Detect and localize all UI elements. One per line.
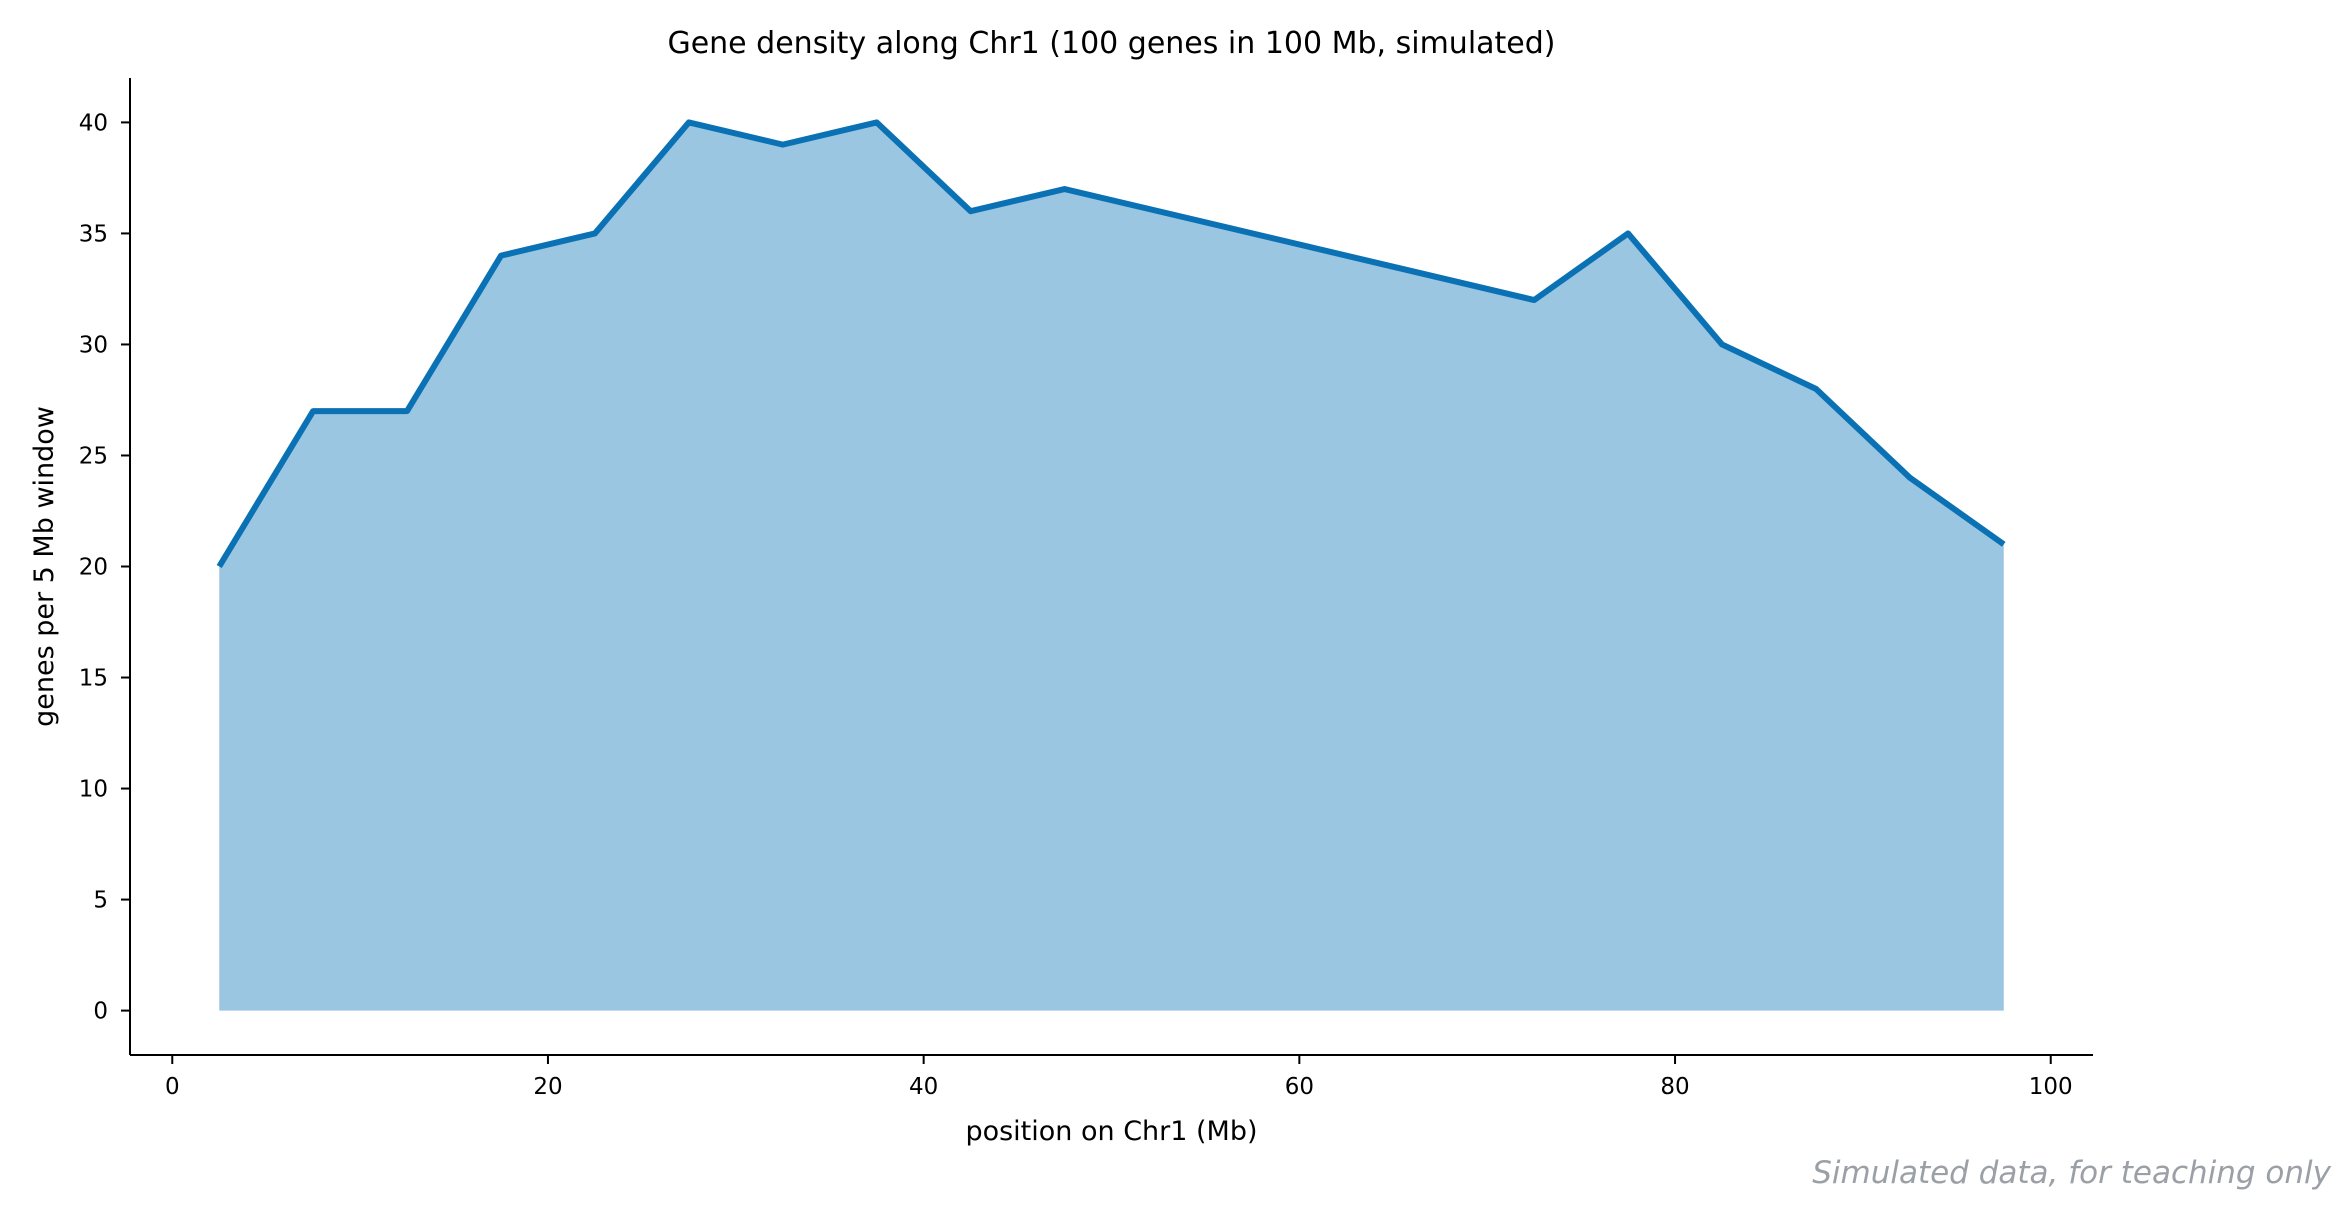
data-point-8 xyxy=(968,208,974,214)
chart-title: Gene density along Chr1 (100 genes in 10… xyxy=(667,26,1555,61)
y-tick-label-5: 25 xyxy=(79,443,108,469)
y-tick-label-1: 5 xyxy=(93,888,108,914)
y-tick-label-4: 20 xyxy=(79,555,108,581)
data-point-7 xyxy=(874,119,880,125)
x-tick-label-4: 80 xyxy=(1660,1074,1689,1100)
data-point-4 xyxy=(592,230,598,236)
data-point-1 xyxy=(310,408,316,414)
data-point-3 xyxy=(498,253,504,259)
data-point-11 xyxy=(1625,230,1631,236)
data-point-15 xyxy=(2001,541,2007,547)
y-ticks: 0 5 10 15 20 25 30 35 40 xyxy=(79,110,130,1025)
x-tick-label-1: 20 xyxy=(533,1074,562,1100)
data-point-10 xyxy=(1531,297,1537,303)
footnote: Simulated data, for teaching only xyxy=(1812,1155,2331,1191)
data-point-6 xyxy=(780,142,786,148)
y-tick-label-3: 15 xyxy=(79,666,108,692)
x-tick-label-0: 0 xyxy=(165,1074,180,1100)
y-tick-label-7: 35 xyxy=(79,221,108,247)
x-ticks: 0 20 40 60 80 100 xyxy=(165,1055,2073,1100)
data-point-5 xyxy=(686,119,692,125)
data-point-2 xyxy=(404,408,410,414)
y-tick-label-6: 30 xyxy=(79,332,108,358)
data-point-9 xyxy=(1062,186,1068,192)
x-axis-label: position on Chr1 (Mb) xyxy=(965,1116,1257,1147)
y-tick-label-8: 40 xyxy=(79,110,108,136)
density-area-fill xyxy=(219,122,2004,1011)
data-point-12 xyxy=(1719,341,1725,347)
data-point-14 xyxy=(1907,475,1913,481)
data-point-0 xyxy=(216,564,222,570)
x-tick-label-2: 40 xyxy=(909,1074,938,1100)
y-tick-label-0: 0 xyxy=(93,999,108,1025)
x-tick-label-5: 100 xyxy=(2029,1074,2073,1100)
data-point-13 xyxy=(1813,386,1819,392)
x-tick-label-3: 60 xyxy=(1285,1074,1314,1100)
density-line xyxy=(216,119,2006,569)
y-axis-label: genes per 5 Mb window xyxy=(29,406,60,727)
y-tick-label-2: 10 xyxy=(79,777,108,803)
plot-area xyxy=(216,119,2007,1011)
